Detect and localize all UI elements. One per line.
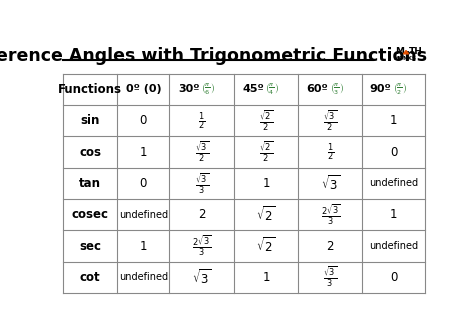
Text: sin: sin <box>81 114 100 127</box>
Text: $\frac{1}{2}$: $\frac{1}{2}$ <box>198 110 205 132</box>
Text: undefined: undefined <box>369 178 418 188</box>
Text: undefined: undefined <box>119 272 168 282</box>
Polygon shape <box>403 51 409 54</box>
Text: $\frac{2\sqrt{3}}{3}$: $\frac{2\sqrt{3}}{3}$ <box>192 234 211 258</box>
Text: $\left(\frac{\pi}{4}\right)$: $\left(\frac{\pi}{4}\right)$ <box>265 82 279 97</box>
Text: 1: 1 <box>139 145 147 158</box>
Text: 0: 0 <box>390 145 397 158</box>
Text: 45º: 45º <box>242 84 264 94</box>
Text: sec: sec <box>79 240 101 253</box>
Text: $\left(\frac{\pi}{6}\right)$: $\left(\frac{\pi}{6}\right)$ <box>201 82 215 97</box>
Text: M: M <box>395 47 404 56</box>
Text: $\left(\frac{\pi}{2}\right)$: $\left(\frac{\pi}{2}\right)$ <box>393 82 407 97</box>
Text: 1: 1 <box>390 208 397 221</box>
Text: 30º: 30º <box>178 84 200 94</box>
Text: 1: 1 <box>139 240 147 253</box>
Text: $\left(\frac{\pi}{3}\right)$: $\left(\frac{\pi}{3}\right)$ <box>329 82 344 97</box>
Text: $\frac{\sqrt{3}}{2}$: $\frac{\sqrt{3}}{2}$ <box>194 140 209 164</box>
Text: cos: cos <box>79 145 101 158</box>
Text: 0: 0 <box>140 114 147 127</box>
Text: $\sqrt{2}$: $\sqrt{2}$ <box>256 205 275 224</box>
Text: $\sqrt{2}$: $\sqrt{2}$ <box>256 237 275 255</box>
Text: 0: 0 <box>390 271 397 284</box>
Text: $\frac{\sqrt{3}}{3}$: $\frac{\sqrt{3}}{3}$ <box>194 171 209 196</box>
Text: $\frac{1}{2}$: $\frac{1}{2}$ <box>327 141 334 163</box>
Text: tan: tan <box>79 177 101 190</box>
Text: undefined: undefined <box>119 210 168 220</box>
Text: 2: 2 <box>327 240 334 253</box>
Text: $\frac{\sqrt{2}}{2}$: $\frac{\sqrt{2}}{2}$ <box>259 109 273 133</box>
Text: 0º (0): 0º (0) <box>126 84 161 94</box>
Text: 90º: 90º <box>370 84 392 94</box>
Text: 60º: 60º <box>306 84 328 94</box>
Text: $\sqrt{3}$: $\sqrt{3}$ <box>192 268 211 287</box>
Text: 1: 1 <box>262 271 270 284</box>
Text: MONKS: MONKS <box>394 57 417 61</box>
Text: cosec: cosec <box>72 208 109 221</box>
Text: $\frac{\sqrt{2}}{2}$: $\frac{\sqrt{2}}{2}$ <box>259 140 273 164</box>
Text: cot: cot <box>80 271 100 284</box>
Text: 0: 0 <box>140 177 147 190</box>
Text: $\frac{2\sqrt{3}}{3}$: $\frac{2\sqrt{3}}{3}$ <box>320 203 340 227</box>
Text: Functions: Functions <box>58 83 122 96</box>
Text: 2: 2 <box>198 208 205 221</box>
Text: 1: 1 <box>390 114 397 127</box>
Text: $\frac{\sqrt{3}}{3}$: $\frac{\sqrt{3}}{3}$ <box>323 265 337 289</box>
Text: Reference Angles with Trigonometric Functions: Reference Angles with Trigonometric Func… <box>0 47 427 65</box>
Text: $\sqrt{3}$: $\sqrt{3}$ <box>320 174 340 193</box>
Text: 1: 1 <box>262 177 270 190</box>
Text: TH: TH <box>410 47 423 56</box>
Text: undefined: undefined <box>369 241 418 251</box>
Text: $\frac{\sqrt{3}}{2}$: $\frac{\sqrt{3}}{2}$ <box>323 109 337 133</box>
